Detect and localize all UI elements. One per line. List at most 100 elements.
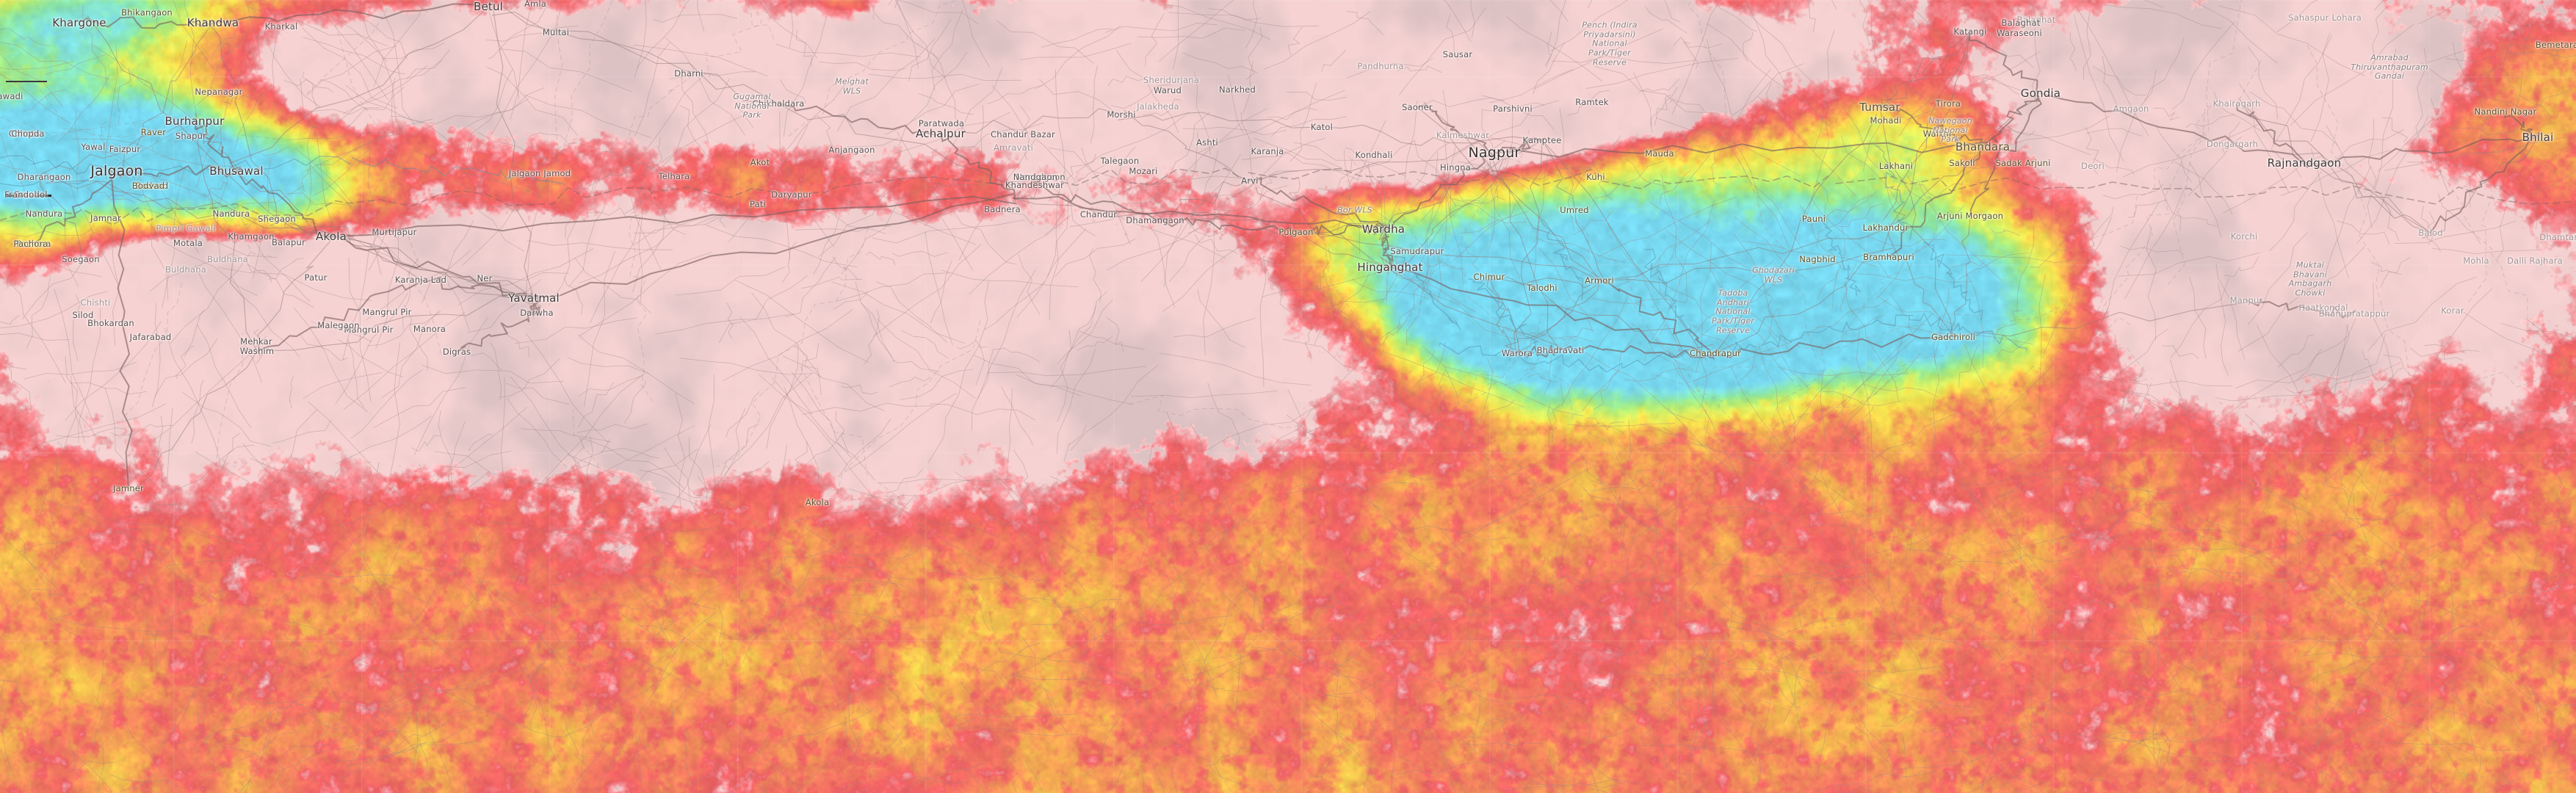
city-label[interactable]: Balapur [272, 237, 305, 247]
city-label[interactable]: Akola [805, 497, 830, 507]
city-label[interactable]: Arvi [1241, 175, 1259, 186]
city-label[interactable]: Haatkondal [2298, 303, 2348, 313]
city-label[interactable]: Multai [542, 27, 570, 37]
city-label[interactable]: Gondia [2020, 87, 2061, 100]
city-label[interactable]: Balaghat [2016, 15, 2056, 25]
city-label[interactable]: Bawadi [0, 91, 23, 101]
city-label[interactable]: Kalmeshwar [1436, 130, 1490, 140]
city-label[interactable]: Mehkar [240, 336, 272, 347]
city-label[interactable]: Mangrul Pir [344, 325, 394, 335]
city-label[interactable]: Khairagarh [2213, 98, 2261, 109]
city-label[interactable]: Dalli Rajhara [2507, 256, 2563, 266]
city-label[interactable]: Lakhani [1878, 161, 1914, 171]
city-label[interactable]: Pachora [16, 239, 51, 249]
city-label[interactable]: Betul [473, 0, 504, 13]
city-label[interactable]: Warud [1154, 85, 1182, 95]
city-label[interactable]: Manora [413, 324, 446, 334]
city-label[interactable]: Bhilai [2522, 131, 2554, 144]
city-label[interactable]: Katangi [1953, 26, 1987, 37]
city-label[interactable]: Chandur [1079, 209, 1118, 220]
city-label[interactable]: Balaghat [2001, 18, 2041, 28]
city-label[interactable]: Bodvad [131, 181, 165, 191]
city-label[interactable]: Nanadgaon [1016, 172, 1066, 182]
city-label[interactable]: Samudrapur [1390, 246, 1444, 256]
city-label[interactable]: Darwha [520, 308, 554, 318]
city-label[interactable]: Waraseoni [1997, 28, 2042, 38]
city-label[interactable]: Chhota [8, 128, 40, 139]
city-label[interactable]: Silod [72, 310, 94, 320]
city-label[interactable]: Daryapur [771, 189, 812, 200]
city-label[interactable]: Telhara [658, 171, 690, 181]
city-label[interactable]: Nagpur [1468, 145, 1521, 161]
city-label[interactable]: Bhandara [1955, 140, 2011, 153]
city-label[interactable]: Nandini Nagar [2474, 106, 2537, 117]
city-label[interactable]: Bemetara [2535, 40, 2576, 50]
city-label[interactable]: Dhamtari [2539, 232, 2576, 242]
city-label[interactable]: Jalgaon Jamod [508, 168, 571, 178]
city-label[interactable]: Sahaspur Lohara [2288, 12, 2362, 23]
city-label[interactable]: Deori [2081, 161, 2105, 171]
city-label[interactable]: Dongargarh [2206, 139, 2259, 149]
city-label[interactable]: Digras [442, 347, 471, 357]
city-label[interactable]: Paratwada [918, 118, 965, 128]
city-label[interactable]: Badnera [984, 204, 1021, 214]
city-label[interactable]: Warora [1501, 348, 1533, 358]
city-label[interactable]: Amla [524, 0, 547, 9]
city-label[interactable]: Patur [304, 272, 328, 283]
city-label[interactable]: Bodvad [135, 181, 169, 191]
city-label[interactable]: Morshi [1107, 109, 1136, 120]
city-label[interactable]: Nepanagar [195, 87, 243, 97]
city-label[interactable]: Pauni [1801, 214, 1826, 224]
city-label[interactable]: Achalpur [916, 127, 966, 140]
city-label[interactable]: Lakhandur [1862, 222, 1909, 233]
city-label[interactable]: Motala [173, 238, 203, 248]
city-label[interactable]: Tirora [1935, 98, 1961, 109]
city-label[interactable]: Erandol [14, 189, 48, 200]
city-label[interactable]: Mohla [2463, 256, 2489, 266]
city-label[interactable]: Pachora [13, 239, 48, 249]
city-label[interactable]: Talodhi [1527, 283, 1557, 293]
city-label[interactable]: Yawal [81, 142, 106, 152]
city-label[interactable]: Bhadravati [1536, 345, 1585, 355]
city-label[interactable]: Korchi [2230, 231, 2258, 242]
city-label[interactable]: Shapur [175, 131, 207, 141]
city-label[interactable]: Mohadi [1870, 115, 1902, 126]
city-label[interactable]: Kharkal [264, 21, 298, 32]
city-label[interactable]: Pati [750, 199, 766, 209]
city-label[interactable]: Dharangaon [17, 172, 71, 182]
city-label[interactable]: Parshivni [1493, 104, 1533, 114]
city-label[interactable]: Buldhana [207, 254, 248, 264]
city-label[interactable]: Umred [1560, 205, 1589, 215]
city-label[interactable]: Sakoli [1949, 158, 1975, 168]
city-label[interactable]: Soegaon [62, 254, 100, 264]
city-label[interactable]: Chandur Bazar [991, 129, 1055, 140]
city-label[interactable]: Akot [750, 157, 770, 167]
city-label[interactable]: Chandrapur [1689, 348, 1742, 358]
city-label[interactable]: Dhamangaon [1126, 215, 1184, 225]
city-label[interactable]: Rajnandgaon [2267, 156, 2342, 170]
city-label[interactable]: Hinganghat [1357, 261, 1423, 274]
city-label[interactable]: Bramhapuri [1863, 252, 1914, 262]
city-label[interactable]: Bhokardan [87, 318, 134, 328]
city-label[interactable]: Gadchiroli [1931, 332, 1975, 342]
city-label[interactable]: Wardha [1361, 222, 1405, 236]
city-label[interactable]: Jalgaon [90, 163, 143, 179]
city-label[interactable]: Faizpur [109, 144, 141, 154]
city-label[interactable]: Bhikangaon [121, 7, 173, 18]
city-label[interactable]: Raver [140, 127, 167, 137]
city-label[interactable]: Dharni [674, 68, 703, 79]
city-label[interactable]: Kuhi [1586, 172, 1605, 182]
city-label[interactable]: Burhanpur [164, 115, 225, 128]
city-label[interactable]: Khargone [52, 16, 106, 29]
city-label[interactable]: Mangrul Pir [362, 307, 412, 317]
city-label[interactable]: Sheridurjana [1143, 75, 1199, 85]
city-label[interactable]: Buldhana [165, 264, 206, 275]
city-label[interactable]: Balod [2418, 228, 2443, 238]
city-label[interactable]: Ashti [1196, 137, 1218, 148]
city-label[interactable]: Tumsar [1859, 101, 1900, 114]
city-label[interactable]: Jamner [113, 483, 144, 493]
city-label[interactable]: Chopda [11, 128, 45, 139]
city-label[interactable]: Khandeshwar [1005, 180, 1065, 190]
city-label[interactable]: Khandwa [187, 16, 239, 29]
city-label[interactable]: Ner [477, 273, 493, 283]
